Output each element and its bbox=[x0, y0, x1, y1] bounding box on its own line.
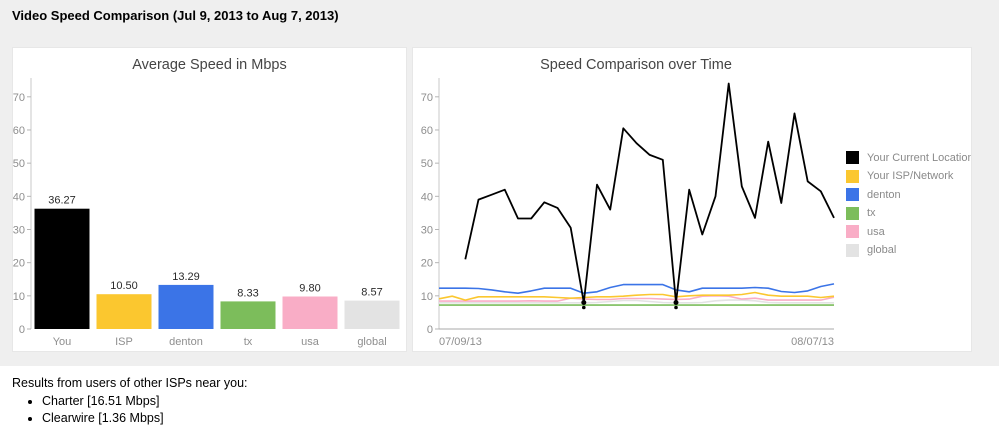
bar-value-label: 8.33 bbox=[237, 287, 258, 299]
legend-label: tx bbox=[867, 207, 876, 219]
line-chart-panel: 0 10 20 30 40 50 60 70 07/09/13 08/07/13 Speed Co… bbox=[412, 47, 972, 352]
y-tick-label: 30 bbox=[421, 224, 433, 236]
legend-item-usa: usa bbox=[846, 225, 971, 238]
y-tick-label: 60 bbox=[421, 125, 433, 137]
bar-ISP bbox=[96, 294, 152, 329]
legend-swatch bbox=[846, 151, 859, 164]
legend-swatch bbox=[846, 188, 859, 201]
legend-item-your-isp-network: Your ISP/Network bbox=[846, 169, 971, 183]
legend-label: usa bbox=[867, 225, 885, 238]
legend-label: global bbox=[867, 244, 897, 256]
bar-value-label: 8.57 bbox=[361, 287, 382, 299]
bar-denton bbox=[158, 284, 214, 329]
bar-value-label: 36.27 bbox=[48, 195, 76, 207]
series-line-global bbox=[439, 299, 834, 304]
series-line-usa bbox=[439, 295, 835, 302]
dip-marker bbox=[581, 300, 587, 305]
y-tick-label: 0 bbox=[427, 324, 433, 336]
bar-category-label: tx bbox=[244, 336, 253, 348]
bar-category-label: denton bbox=[169, 336, 203, 348]
legend-swatch bbox=[846, 243, 859, 257]
charts-band: Video Speed Comparison (Jul 9, 2013 to A… bbox=[0, 0, 999, 366]
y-tick-label: 40 bbox=[421, 191, 433, 203]
dip-marker bbox=[582, 305, 586, 310]
bar-You bbox=[34, 208, 90, 329]
bar-chart-title: Average Speed in Mbps bbox=[132, 57, 287, 73]
bar-chart-panel: 0 10 20 30 40 50 60 70 36.27 You 10.50 ISP 13.29 dent… bbox=[12, 47, 407, 352]
bar-chart: 0 10 20 30 40 50 60 70 36.27 You 10.50 ISP 13.29 dent… bbox=[13, 78, 400, 348]
bar-value-label: 10.50 bbox=[110, 280, 138, 292]
isp-list: Charter [16.51 Mbps] Clearwire [1.36 Mbps… bbox=[12, 394, 999, 425]
legend-swatch bbox=[846, 225, 859, 238]
bar-category-label: global bbox=[357, 336, 386, 348]
bar-category-label: usa bbox=[301, 336, 320, 348]
y-tick-label: 60 bbox=[13, 125, 25, 137]
page-title: Video Speed Comparison (Jul 9, 2013 to A… bbox=[12, 8, 339, 23]
y-tick-label: 0 bbox=[19, 324, 25, 336]
series-line-your-current-location bbox=[464, 82, 835, 304]
y-tick-label: 20 bbox=[13, 258, 25, 270]
y-tick-label: 10 bbox=[13, 291, 25, 303]
legend-item-tx: tx bbox=[846, 206, 971, 220]
legend-label: Your ISP/Network bbox=[867, 170, 954, 182]
y-tick-label: 50 bbox=[13, 158, 25, 170]
bar-category-label: ISP bbox=[115, 336, 133, 348]
bar-value-label: 13.29 bbox=[172, 271, 200, 283]
legend-item-your-current-location: Your Current Location bbox=[846, 151, 972, 164]
bar-value-label: 9.80 bbox=[299, 283, 320, 295]
bar-global bbox=[344, 300, 400, 329]
results-section: Results from users of other ISPs near yo… bbox=[0, 366, 999, 425]
bar-usa bbox=[282, 296, 338, 329]
bar-tx bbox=[220, 301, 276, 329]
isp-list-item: Charter [16.51 Mbps] bbox=[42, 394, 999, 408]
y-tick-label: 40 bbox=[13, 191, 25, 203]
x-end-label: 08/07/13 bbox=[791, 336, 834, 348]
y-tick-label: 30 bbox=[13, 224, 25, 236]
x-start-label: 07/09/13 bbox=[439, 336, 482, 348]
series-line-denton bbox=[439, 283, 835, 294]
charts-row: 0 10 20 30 40 50 60 70 36.27 You 10.50 ISP 13.29 dent… bbox=[12, 47, 999, 352]
y-tick-label: 20 bbox=[421, 258, 433, 270]
legend-item-global: global bbox=[846, 243, 971, 257]
legend-swatch bbox=[846, 206, 859, 220]
dip-marker bbox=[673, 300, 679, 305]
legend-label: denton bbox=[867, 188, 901, 201]
results-intro: Results from users of other ISPs near yo… bbox=[12, 376, 248, 390]
y-tick-label: 70 bbox=[13, 92, 25, 104]
y-tick-label: 10 bbox=[421, 291, 433, 303]
isp-list-item: Clearwire [1.36 Mbps] bbox=[42, 411, 999, 425]
bar-category-label: You bbox=[53, 336, 72, 348]
line-chart: 0 10 20 30 40 50 60 70 07/09/13 08/07/13 bbox=[421, 78, 835, 348]
line-chart-title: Speed Comparison over Time bbox=[540, 57, 732, 73]
series-line-your-isp-network bbox=[438, 291, 835, 301]
dip-marker bbox=[674, 305, 678, 310]
legend-label: Your Current Location bbox=[867, 151, 972, 164]
line-chart-legend: Your Current Location Your ISP/Network den… bbox=[846, 151, 972, 262]
y-tick-label: 50 bbox=[421, 158, 433, 170]
y-tick-label: 70 bbox=[421, 92, 433, 104]
legend-item-denton: denton bbox=[846, 188, 971, 201]
legend-swatch bbox=[846, 169, 859, 183]
